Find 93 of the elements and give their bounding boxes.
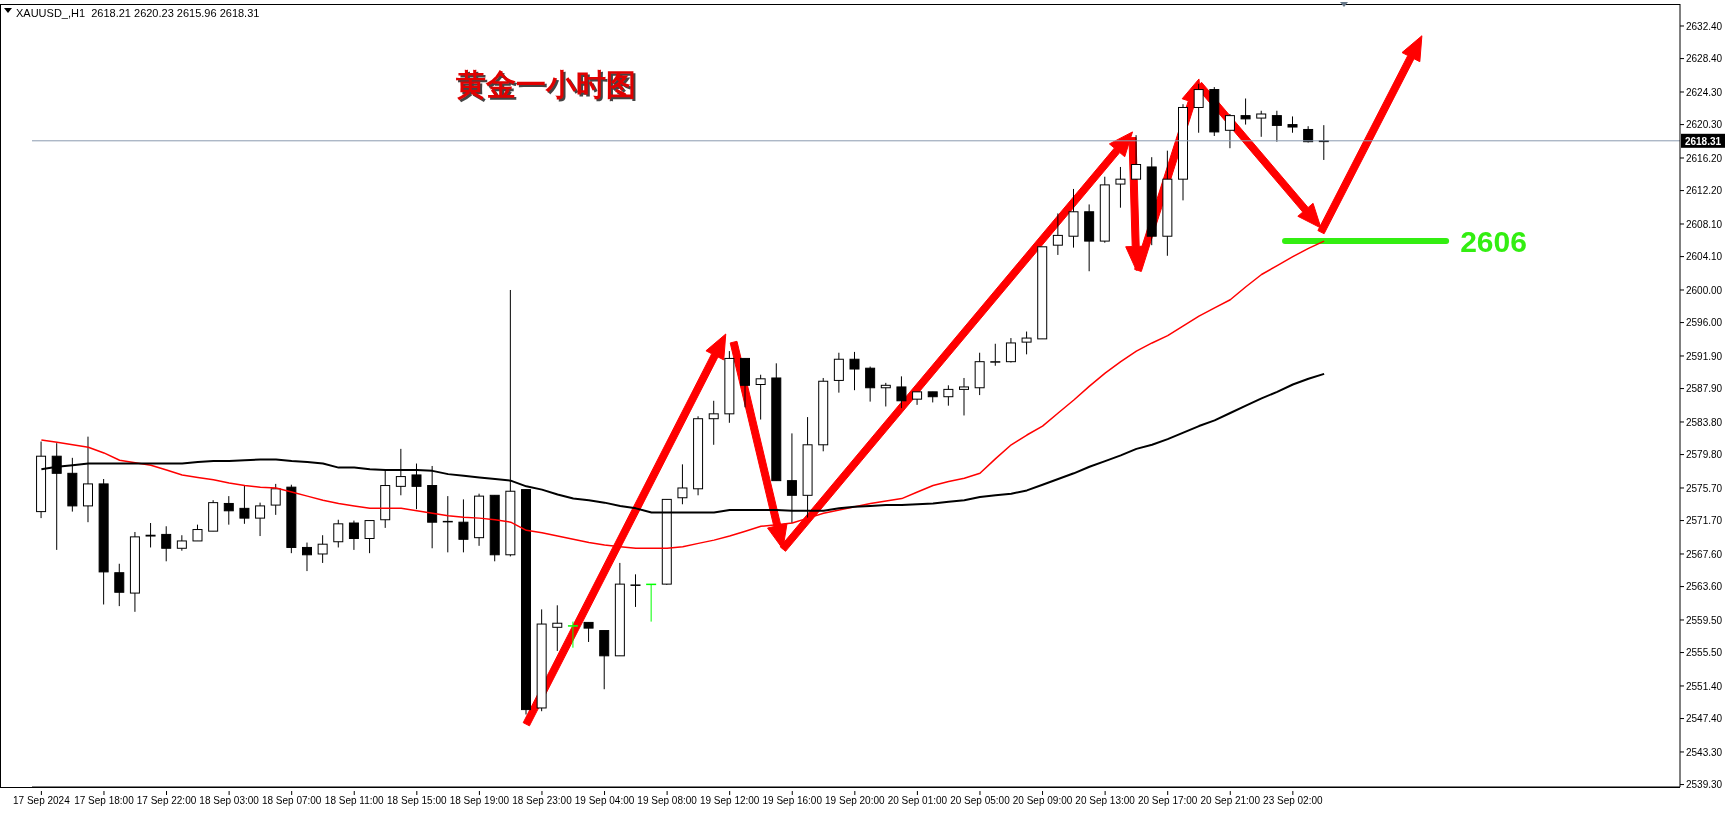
x-tick-label: 19 Sep 16:00 — [762, 795, 823, 806]
x-tick-label: 20 Sep 13:00 — [1075, 795, 1136, 806]
y-tick-label: 2543.30 — [1686, 746, 1723, 758]
candlestick — [630, 573, 641, 608]
chart-subtitle: XAUUSD_,H1 2618.21 2620.23 2615.96 2618.31 — [16, 7, 260, 19]
candlestick — [1271, 110, 1282, 143]
x-tick-label: 23 Sep 02:00 — [1263, 795, 1324, 806]
candlestick — [1256, 110, 1267, 138]
candlestick — [849, 351, 860, 391]
candlestick — [364, 520, 375, 554]
y-tick-label: 2587.90 — [1686, 383, 1723, 395]
y-tick-label: 2575.70 — [1686, 482, 1723, 494]
y-tick-label: 2559.50 — [1686, 614, 1723, 626]
x-tick-label: 19 Sep 08:00 — [637, 795, 698, 806]
y-tick-label: 2624.30 — [1686, 86, 1723, 98]
candlestick — [1224, 113, 1235, 149]
x-tick-label: 20 Sep 09:00 — [1012, 795, 1073, 806]
y-tick-label: 2551.40 — [1686, 680, 1723, 692]
y-tick-label: 2547.40 — [1686, 713, 1723, 725]
ref-line-label: 2618.31 — [1684, 135, 1722, 147]
y-tick-label: 2628.40 — [1686, 53, 1723, 65]
candlestick — [1240, 98, 1251, 126]
y-tick-label: 2608.10 — [1686, 218, 1723, 230]
candlestick — [114, 563, 125, 607]
candlestick — [880, 382, 891, 407]
ref-line-label: 2606 — [1460, 225, 1527, 259]
y-tick-label: 2563.60 — [1686, 581, 1723, 593]
candlestick — [567, 621, 578, 649]
line-series — [40, 240, 1325, 550]
candlestick — [865, 366, 876, 403]
x-tick-label: 18 Sep 23:00 — [512, 795, 573, 806]
candlestick — [317, 534, 328, 564]
x-tick-label: 18 Sep 07:00 — [261, 795, 322, 806]
x-tick-label: 19 Sep 12:00 — [699, 795, 760, 806]
x-tick-label: 18 Sep 03:00 — [199, 795, 260, 806]
candlestick — [395, 448, 406, 496]
x-tick-label: 18 Sep 19:00 — [449, 795, 510, 806]
y-tick-label: 2567.60 — [1686, 548, 1723, 560]
candlestick — [552, 604, 563, 652]
y-tick-label: 2612.20 — [1686, 185, 1723, 197]
x-tick-label: 19 Sep 04:00 — [574, 795, 635, 806]
y-tick-label: 2579.80 — [1686, 449, 1723, 461]
y-tick-label: 2620.30 — [1686, 119, 1723, 131]
x-tick-label: 17 Sep 18:00 — [74, 795, 135, 806]
candlestick — [1052, 212, 1063, 256]
text: 黄金一小时图 — [456, 67, 636, 103]
candlestick — [896, 375, 907, 409]
candlestick — [270, 483, 281, 516]
x-tick-label: 20 Sep 17:00 — [1137, 795, 1198, 806]
candlestick — [223, 495, 234, 526]
candlestick — [1005, 337, 1016, 363]
x-tick-label: 18 Sep 15:00 — [387, 795, 448, 806]
candlestick — [833, 352, 844, 394]
candlestick — [943, 384, 954, 407]
x-tick-label: 20 Sep 01:00 — [887, 795, 948, 806]
candlestick — [1193, 83, 1204, 134]
y-tick-label: 2591.90 — [1686, 350, 1723, 362]
candlestick — [646, 583, 657, 623]
x-tick-label: 20 Sep 05:00 — [950, 795, 1011, 806]
y-tick-label: 2539.30 — [1686, 779, 1723, 791]
y-tick-label: 2616.20 — [1686, 152, 1723, 164]
candlestick — [176, 534, 187, 552]
y-tick-label: 2632.40 — [1686, 20, 1723, 32]
y-tick-label: 2583.80 — [1686, 416, 1723, 428]
y-tick-label: 2555.50 — [1686, 647, 1723, 659]
candlestick — [1021, 331, 1032, 355]
candlestick — [145, 522, 156, 548]
candlestick — [959, 377, 970, 416]
y-tick-label: 2596.00 — [1686, 317, 1723, 329]
candlestick — [458, 498, 469, 553]
x-tick-label: 17 Sep 2024 — [13, 795, 71, 806]
y-tick-label: 2604.10 — [1686, 251, 1723, 263]
candlestick — [1131, 134, 1142, 181]
candlestick — [583, 621, 594, 643]
candlestick — [333, 519, 344, 548]
candlestick — [302, 542, 312, 572]
candlestick — [255, 502, 266, 537]
x-tick-label: 17 Sep 22:00 — [136, 795, 197, 806]
x-tick-label: 19 Sep 20:00 — [825, 795, 886, 806]
candlestick — [755, 374, 766, 421]
candlestick — [348, 520, 359, 551]
candlestick — [1115, 166, 1126, 209]
candlestick — [708, 400, 719, 446]
candlestick — [990, 343, 1001, 367]
candlestick — [239, 485, 250, 525]
y-tick-label: 2600.00 — [1686, 284, 1723, 296]
candlestick — [442, 495, 453, 553]
x-tick-label: 18 Sep 11:00 — [324, 795, 385, 806]
x-tick-label: 20 Sep 21:00 — [1200, 795, 1261, 806]
y-tick-label: 2571.70 — [1686, 515, 1723, 527]
candlestick — [677, 463, 688, 505]
candlestick — [411, 463, 422, 510]
candlestick — [161, 525, 172, 562]
